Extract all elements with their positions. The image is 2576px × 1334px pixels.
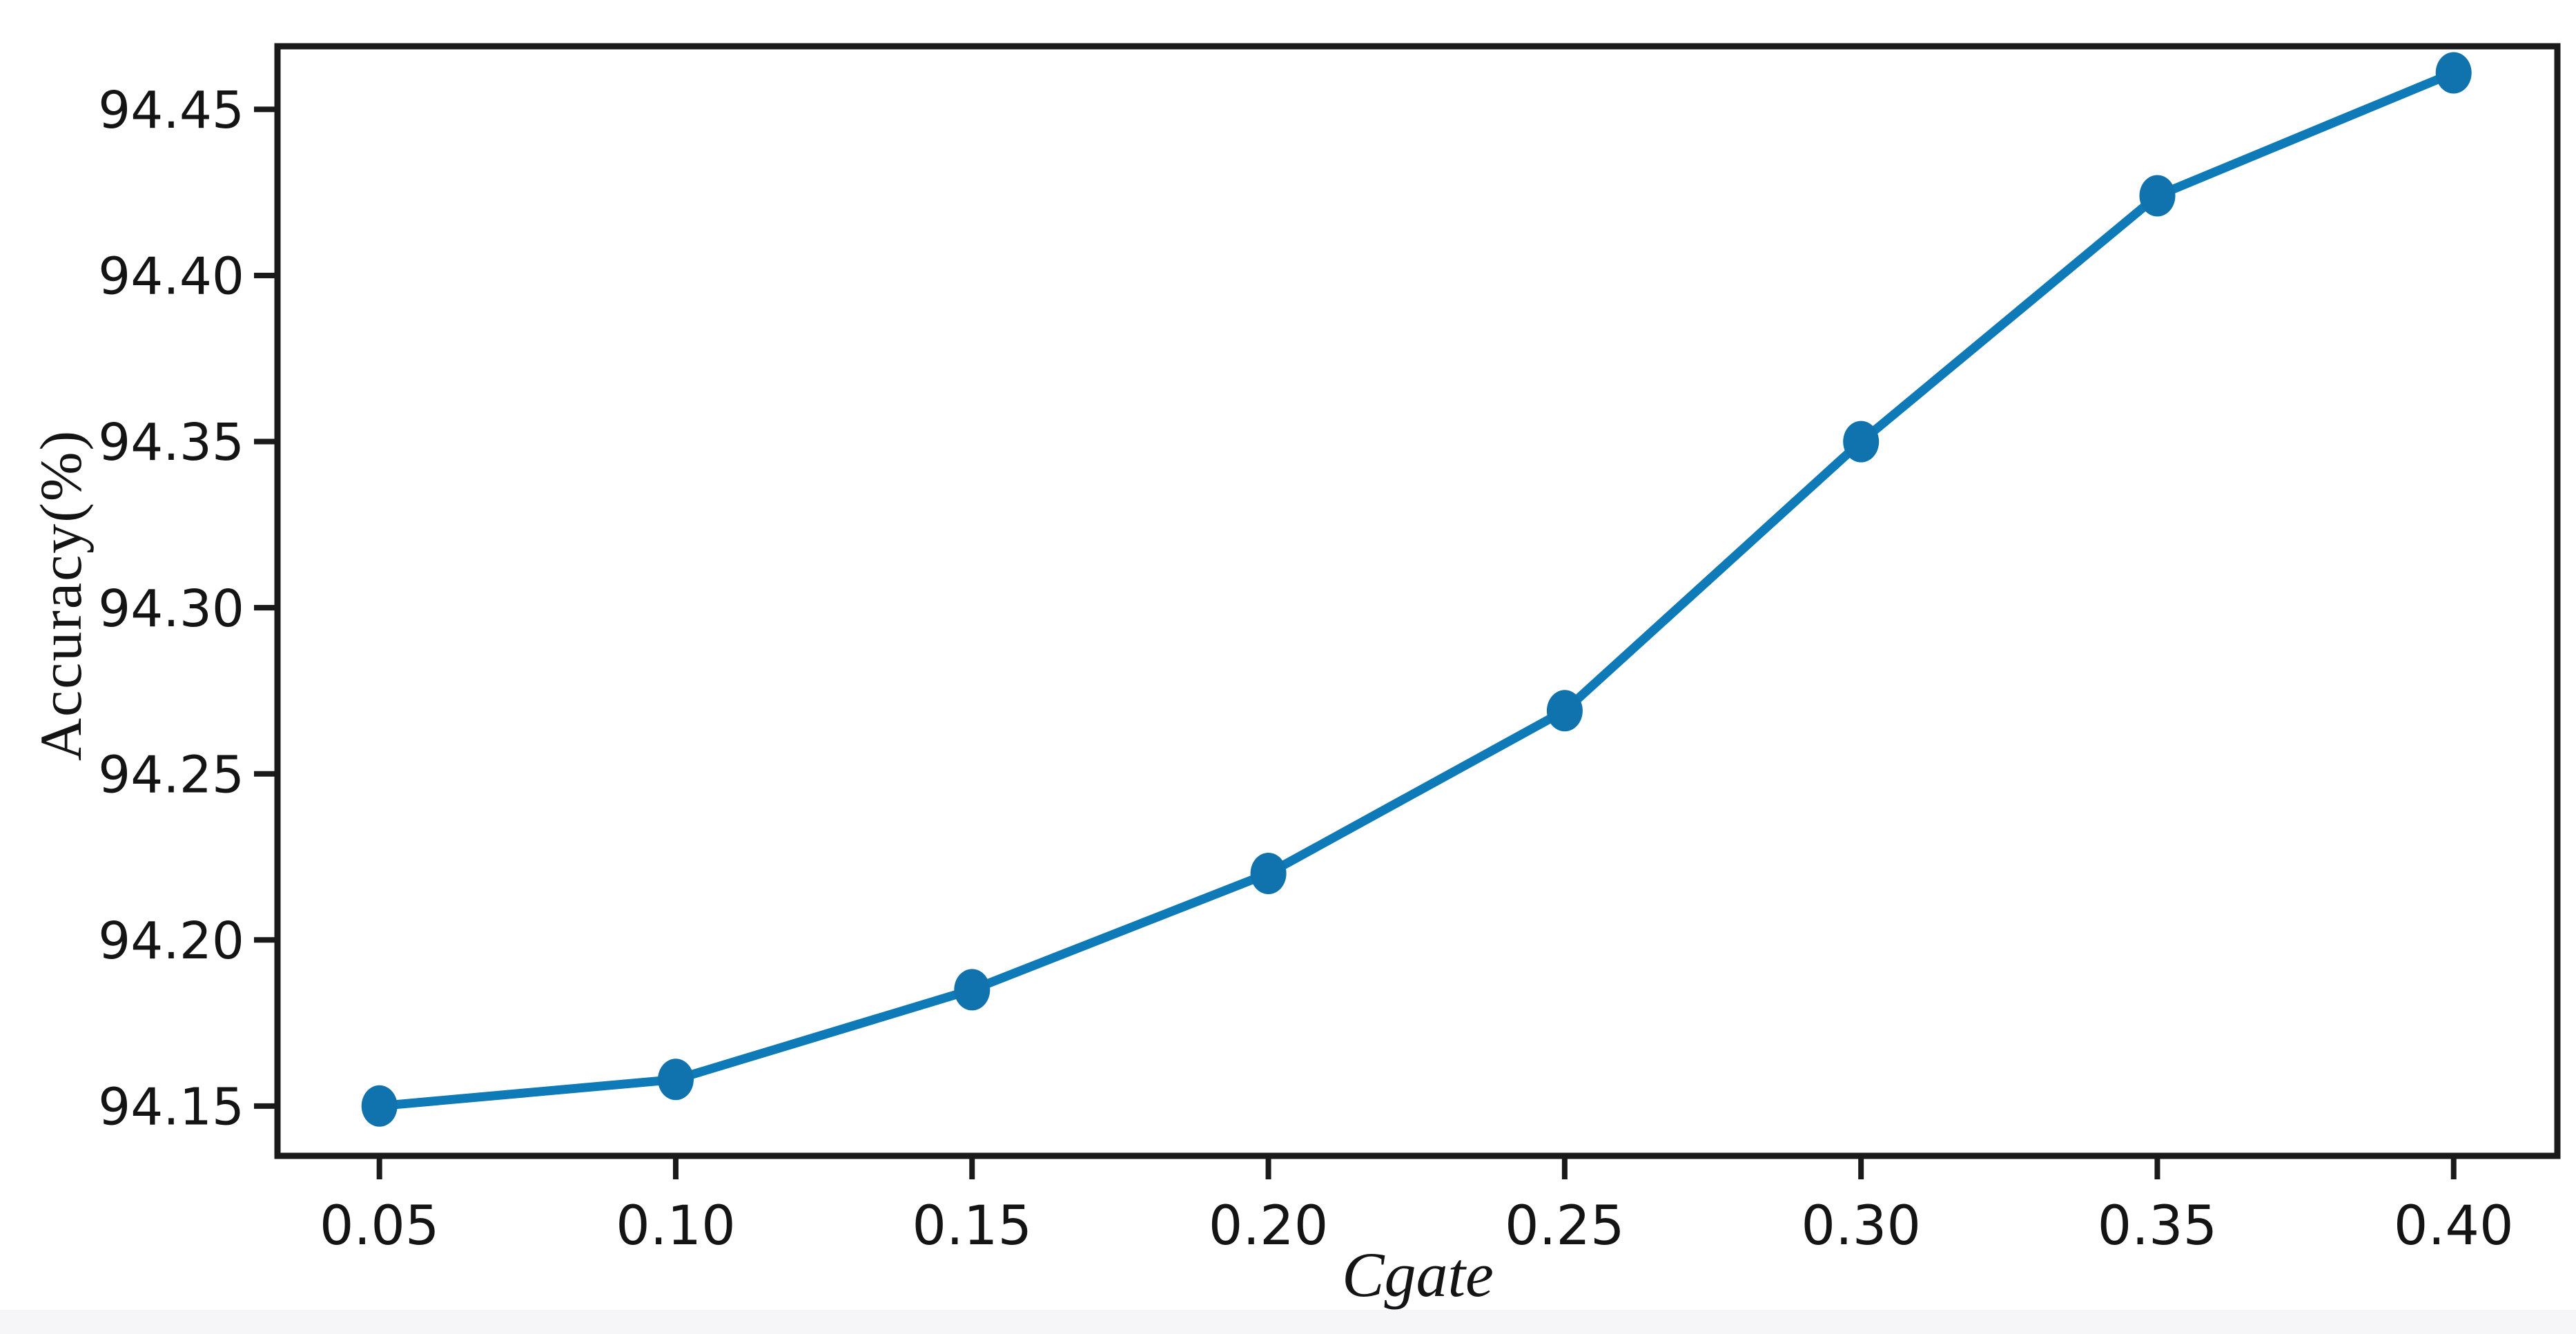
x-tick-label: 0.20 (1209, 1195, 1329, 1257)
axis-ticks (254, 106, 2457, 1179)
y-tick-label: 94.40 (98, 247, 244, 307)
y-tick-label: 94.35 (98, 413, 244, 472)
axis-tick-labels: 0.05 0.10 0.15 0.20 0.25 0.30 0.35 0.40 94.15 94.… (98, 81, 2513, 1257)
data-point-marker (2139, 175, 2176, 217)
data-point-marker (1546, 690, 1583, 732)
data-point-marker (361, 1085, 398, 1127)
plot-spines (274, 43, 2561, 1159)
data-point-marker (1250, 853, 1287, 894)
y-tick-label: 94.20 (98, 911, 244, 971)
y-tick-label: 94.25 (98, 745, 244, 804)
x-tick-label: 0.35 (2098, 1195, 2218, 1257)
data-point-marker (2435, 52, 2472, 94)
x-axis-label: Cgate (1342, 1239, 1494, 1310)
data-point-marker (658, 1058, 694, 1101)
data-series (361, 52, 2472, 1127)
data-point-marker (954, 969, 991, 1011)
x-tick-label: 0.05 (320, 1195, 440, 1257)
plot-box (274, 43, 2561, 1159)
x-tick-label: 0.15 (912, 1195, 1032, 1257)
y-tick-label: 94.45 (98, 81, 244, 140)
y-tick-label: 94.30 (98, 579, 244, 639)
x-tick-label: 0.30 (1801, 1195, 1921, 1257)
x-tick-label: 0.25 (1505, 1195, 1625, 1257)
series-line (375, 68, 2459, 1111)
x-tick-label: 0.40 (2394, 1195, 2514, 1257)
data-point-marker (1843, 420, 1880, 463)
page-bottom-strip (0, 1310, 2576, 1334)
x-tick-label: 0.10 (616, 1195, 736, 1257)
y-tick-label: 94.15 (98, 1077, 244, 1137)
y-axis-label: Accuracy(%) (28, 429, 94, 762)
